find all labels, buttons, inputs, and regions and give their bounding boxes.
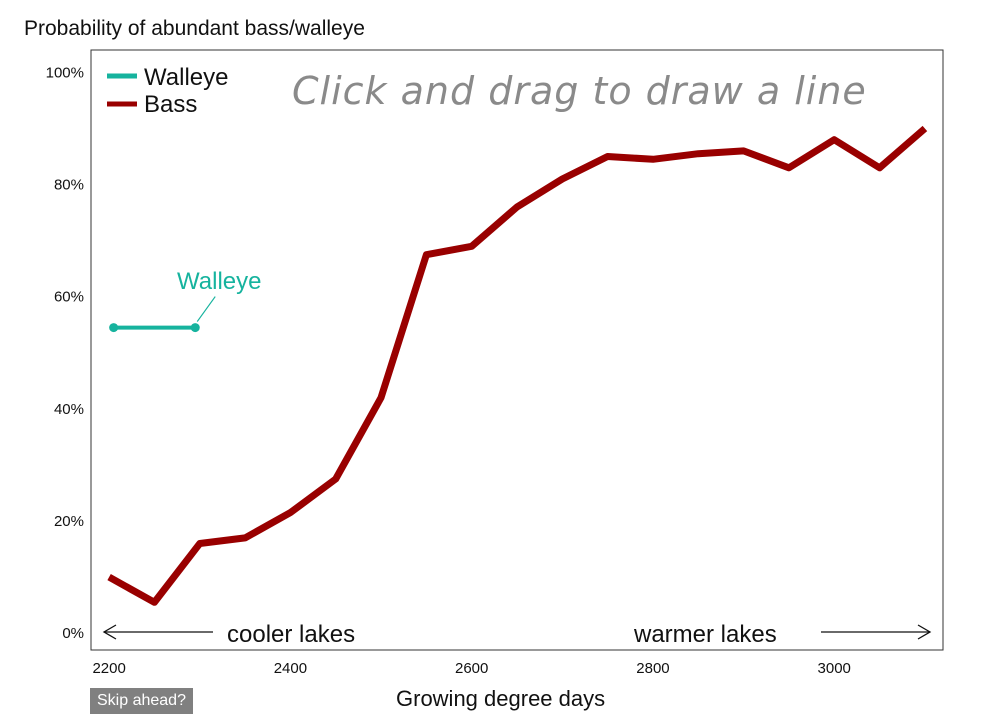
draw-instruction: Click and drag to draw a line [292, 69, 867, 113]
skip-ahead-button[interactable]: Skip ahead? [90, 688, 193, 714]
warmer-lakes-arrow [821, 624, 932, 640]
chart-title: Probability of abundant bass/walleye [24, 17, 365, 40]
cooler-lakes-arrow [102, 624, 213, 640]
walleye-series-label: Walleye [177, 268, 261, 295]
plot-frame [90, 49, 944, 651]
x-tick-label: 2200 [92, 660, 125, 677]
y-tick-label: 20% [54, 513, 84, 530]
walleye-leader-line [196, 296, 216, 322]
legend: Walleye Bass [107, 64, 228, 118]
x-tick-label: 2600 [455, 660, 488, 677]
y-tick-label: 40% [54, 401, 84, 418]
y-tick-label: 0% [62, 625, 84, 642]
x-tick-label: 3000 [818, 660, 851, 677]
walleye-point-end[interactable] [190, 323, 200, 333]
y-tick-label: 80% [54, 177, 84, 194]
walleye-point-start[interactable] [109, 323, 119, 333]
legend-label-bass: Bass [144, 91, 197, 118]
y-tick-label: 100% [46, 64, 84, 81]
y-tick-label: 60% [54, 289, 84, 306]
series-line-bass [107, 125, 928, 606]
warmer-lakes-label: warmer lakes [633, 621, 777, 648]
legend-label-walleye: Walleye [144, 64, 228, 91]
cooler-lakes-label: cooler lakes [227, 621, 355, 648]
x-tick-label: 2800 [636, 660, 669, 677]
x-tick-label: 2400 [274, 660, 307, 677]
x-axis-label: Growing degree days [396, 686, 606, 711]
